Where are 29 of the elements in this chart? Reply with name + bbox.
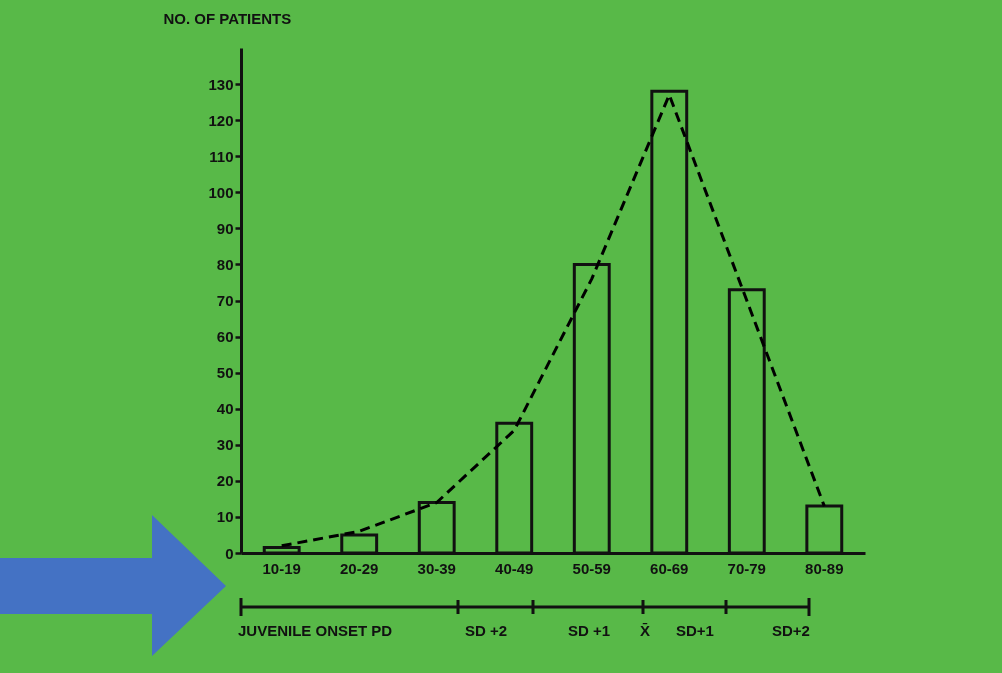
- y-tick-label: 120: [208, 111, 234, 129]
- y-tick-label: 90: [216, 219, 234, 237]
- text: SD+1: [676, 622, 714, 639]
- text: JUVENILE ONSET PD: [238, 622, 393, 639]
- y-tick-label: 10: [216, 508, 234, 526]
- y-tick-label: 20: [216, 472, 234, 490]
- text: SD +2: [465, 622, 508, 639]
- text: SD +1: [568, 622, 611, 639]
- y-tick-label: 0: [225, 544, 234, 562]
- x-tick-label: 30-39: [417, 559, 456, 577]
- y-tick-label: 60: [216, 328, 234, 346]
- x-tick-label: 10-19: [262, 559, 301, 577]
- y-tick-label: 30: [216, 436, 234, 454]
- y-tick-label: 40: [216, 400, 234, 418]
- x-tick-label: 50-59: [572, 559, 611, 577]
- y-tick-label: 110: [209, 147, 234, 165]
- text: SD+2: [772, 622, 810, 639]
- x-tick-label: 40-49: [495, 559, 534, 577]
- x-tick-label: 70-79: [727, 559, 766, 577]
- y-axis-title: NO. OF PATIENTS: [163, 9, 292, 27]
- text: X̄: [640, 622, 651, 639]
- x-tick-label: 80-89: [805, 559, 844, 577]
- y-tick-label: 70: [216, 292, 234, 309]
- x-tick-label: 20-29: [340, 559, 379, 577]
- y-tick-label: 50: [216, 364, 234, 382]
- y-tick-label: 100: [208, 183, 234, 201]
- x-tick-label: 60-69: [650, 559, 689, 577]
- y-tick-label: 130: [208, 75, 234, 93]
- y-tick-label: 80: [216, 255, 234, 273]
